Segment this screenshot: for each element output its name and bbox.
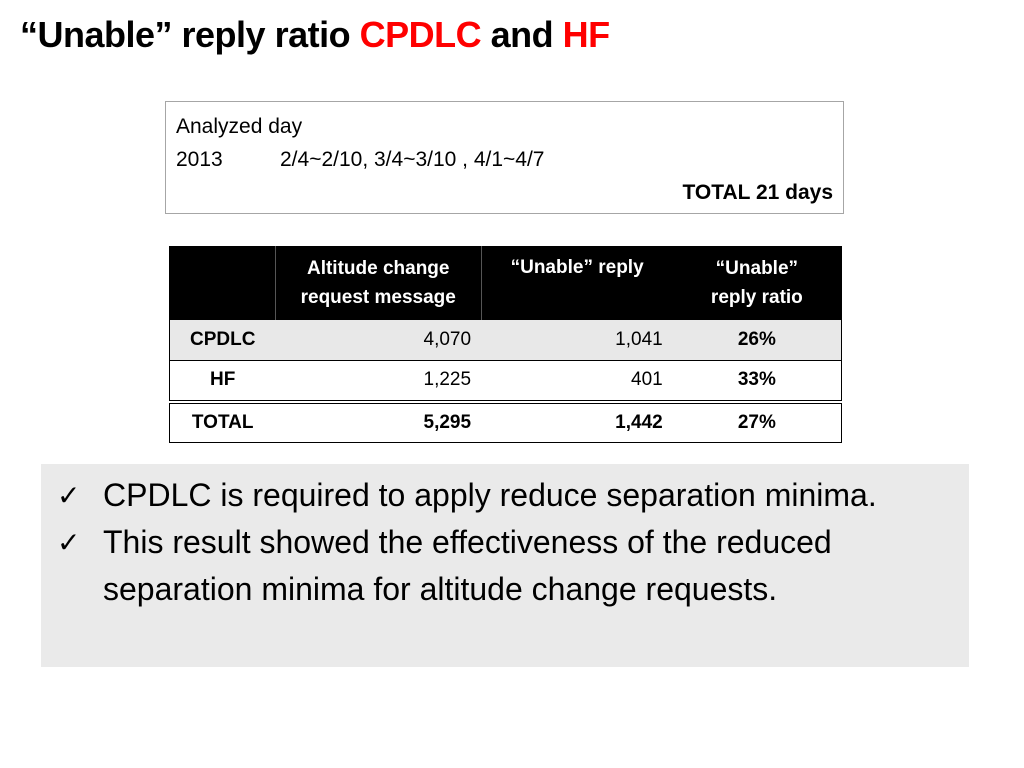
title-text: “Unable” reply ratio (20, 14, 360, 55)
header-unable-reply: “Unable” reply (481, 246, 673, 320)
header-empty-cell (169, 246, 276, 320)
title-cpdlc: CPDLC (359, 14, 482, 55)
ratio-value: 27% (672, 399, 842, 443)
altitude-value: 1,225 (275, 360, 482, 402)
table-header-row: Altitude change request message “Unable”… (169, 246, 842, 320)
page-title: “Unable” reply ratio CPDLC and HF (20, 14, 610, 56)
header-unable-ratio: “Unable” reply ratio (672, 246, 842, 320)
analyzed-year: 2013 (176, 148, 223, 171)
check-icon: ✓ (57, 479, 81, 512)
unable-value: 1,442 (481, 399, 673, 443)
header-altitude-change: Altitude change request message (275, 246, 482, 320)
analyzed-day-label: Analyzed day (176, 115, 303, 138)
unable-value: 401 (481, 360, 673, 402)
header-ratio-line1: “Unable” (715, 258, 799, 280)
table-row-total: TOTAL 5,295 1,442 27% (169, 399, 842, 443)
table-row-hf: HF 1,225 401 33% (169, 360, 842, 402)
bullet-text: This result showed the effectiveness of … (103, 524, 832, 607)
bullet-item: ✓ CPDLC is required to apply reduce sepa… (57, 472, 969, 519)
unable-value: 1,041 (481, 319, 673, 361)
check-icon: ✓ (57, 526, 81, 559)
ratio-value: 33% (672, 360, 842, 402)
conclusion-panel: ✓ CPDLC is required to apply reduce sepa… (41, 464, 969, 667)
bullet-item: ✓ This result showed the effectiveness o… (57, 519, 969, 613)
altitude-value: 5,295 (275, 399, 482, 443)
row-label: TOTAL (169, 399, 276, 443)
header-ratio-line2: reply ratio (710, 287, 803, 309)
analyzed-dates-line: 2013 2/4~2/10, 3/4~3/10 , 4/1~4/7 (176, 143, 833, 176)
unable-reply-table: Altitude change request message “Unable”… (169, 246, 842, 443)
header-altitude-line2: request message (300, 287, 456, 309)
bullet-text: CPDLC is required to apply reduce separa… (103, 477, 877, 513)
altitude-value: 4,070 (275, 319, 482, 361)
ratio-value: 26% (672, 319, 842, 361)
header-altitude-line1: Altitude change (306, 258, 450, 280)
title-and: and (481, 14, 563, 55)
row-label: CPDLC (169, 319, 276, 361)
analyzed-days-box: Analyzed day 2013 2/4~2/10, 3/4~3/10 , 4/… (165, 101, 844, 214)
analyzed-date-ranges: 2/4~2/10, 3/4~3/10 , 4/1~4/7 (280, 148, 545, 171)
table-row-cpdlc: CPDLC 4,070 1,041 26% (169, 319, 842, 361)
row-label: HF (169, 360, 276, 402)
analyzed-total-days: TOTAL 21 days (682, 181, 833, 204)
title-hf: HF (562, 14, 611, 55)
